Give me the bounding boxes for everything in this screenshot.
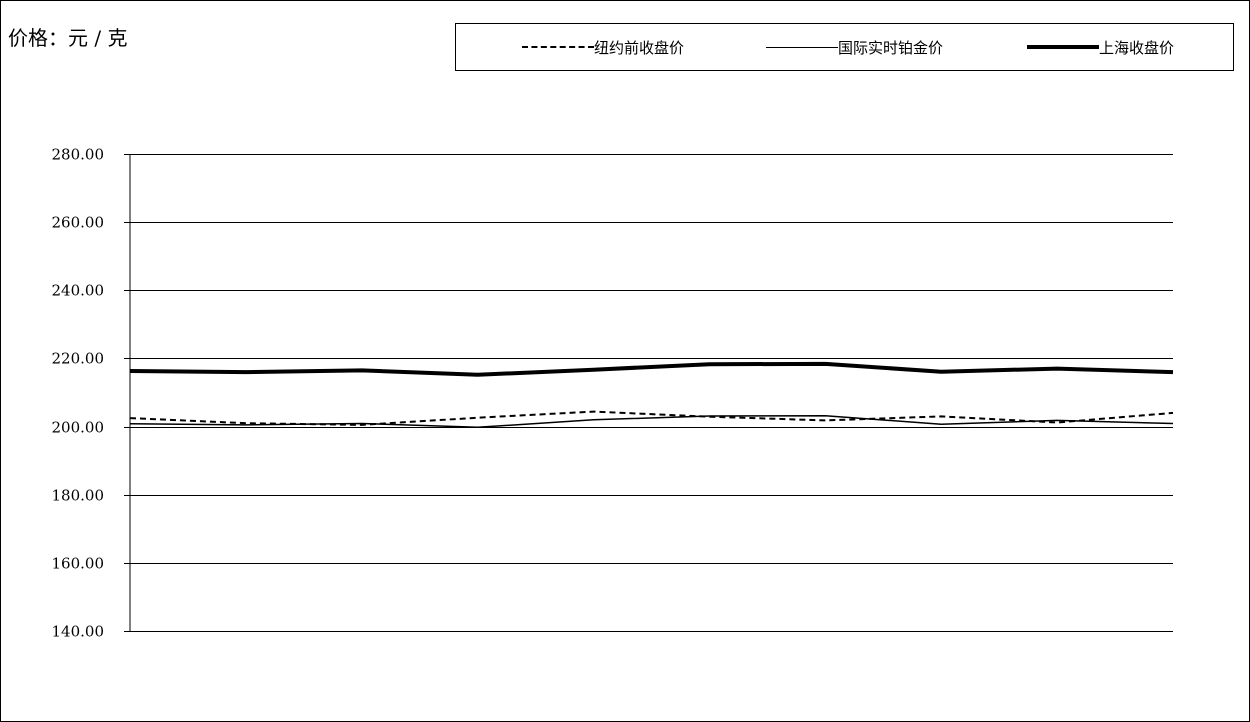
y-tick-label: 220.00 bbox=[52, 350, 105, 368]
y-tick-label: 260.00 bbox=[52, 214, 105, 232]
legend-label-intl-platinum: 国际实时铂金价 bbox=[838, 38, 944, 57]
series-line-shanghai-close bbox=[129, 361, 1174, 377]
legend: 纽约前收盘价 国际实时铂金价 上海收盘价 bbox=[455, 23, 1234, 71]
legend-label-ny-close: 纽约前收盘价 bbox=[594, 38, 685, 57]
grid-layer bbox=[130, 154, 1173, 632]
y-tick-label: 140.00 bbox=[52, 623, 105, 641]
y-tick-label: 280.00 bbox=[52, 146, 105, 164]
legend-item-intl-platinum: 国际实时铂金价 bbox=[766, 24, 943, 70]
legend-swatch-thick bbox=[1027, 45, 1099, 49]
series-layer bbox=[129, 361, 1174, 429]
y-tick-label: 160.00 bbox=[52, 555, 105, 573]
y-tick-label: 180.00 bbox=[52, 487, 105, 505]
legend-item-shanghai-close: 上海收盘价 bbox=[1027, 24, 1174, 70]
axis-layer: 140.00 160.00 180.00 200.00 220.00 240.00 260.… bbox=[52, 146, 131, 641]
series-line-intl-platinum bbox=[129, 414, 1174, 429]
y-tick-label: 200.00 bbox=[52, 419, 105, 437]
y-tick-label: 240.00 bbox=[52, 282, 105, 300]
legend-swatch-dashed bbox=[522, 46, 594, 48]
legend-label-shanghai-close: 上海收盘价 bbox=[1099, 38, 1175, 57]
legend-swatch-thin bbox=[766, 46, 838, 48]
legend-item-ny-close: 纽约前收盘价 bbox=[522, 24, 684, 70]
y-axis-unit-label: 价格：元 / 克 bbox=[8, 26, 128, 50]
